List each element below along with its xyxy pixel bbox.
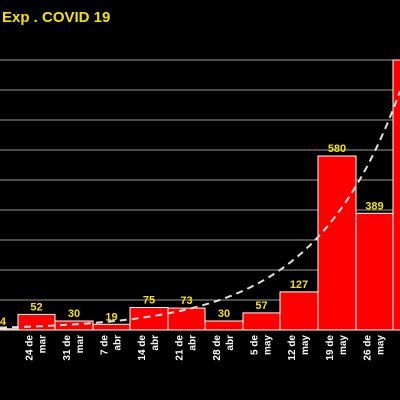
x-tick-label-8: 12 de may [287, 335, 311, 361]
data-label-1: 52 [30, 301, 42, 313]
x-tick-label-10: 26 de may [363, 335, 387, 361]
bar-8 [279, 291, 319, 331]
data-label-3: 19 [105, 311, 117, 323]
bar-0 [0, 328, 19, 331]
data-label-5: 73 [180, 295, 192, 307]
data-label-2: 30 [68, 308, 80, 320]
bar-9 [317, 155, 357, 331]
data-label-4: 75 [143, 295, 155, 307]
data-label-10: 389 [365, 200, 383, 212]
x-tick-label-2: 31 de mar [62, 335, 86, 361]
trendline [0, 90, 400, 329]
x-tick-label-5: 21 de abr [175, 335, 199, 361]
data-label-0: 4 [0, 316, 7, 328]
x-tick-label-7: 5 de may [250, 335, 274, 355]
data-label-9: 580 [328, 143, 346, 155]
x-tick-label-6: 28 de abr [212, 335, 236, 361]
bar-7 [242, 312, 281, 331]
x-tick-label-4: 14 de abr [137, 335, 161, 361]
x-tick-label-1: 24 de mar [25, 335, 49, 361]
bar-5 [167, 307, 206, 331]
bar-10 [355, 212, 394, 331]
x-tick-label-9: 19 de may [325, 335, 349, 361]
bar-3 [92, 323, 131, 331]
bar-6 [204, 320, 244, 331]
x-tick-labels: 24 de mar 31 de mar 7 de abr 14 de abr 21 de abr 2… [25, 335, 400, 361]
x-tick-label-3: 7 de abr [100, 335, 124, 355]
data-label-6: 30 [218, 308, 230, 320]
data-label-7: 57 [255, 300, 267, 312]
bar-1 [17, 313, 56, 331]
data-labels: 4 52 30 19 75 73 30 57 127 580 389 [0, 143, 384, 328]
bars [0, 59, 400, 331]
bar-11 [392, 59, 400, 331]
chart-title: Exp . COVID 19 [2, 9, 110, 26]
data-label-8: 127 [290, 279, 308, 291]
